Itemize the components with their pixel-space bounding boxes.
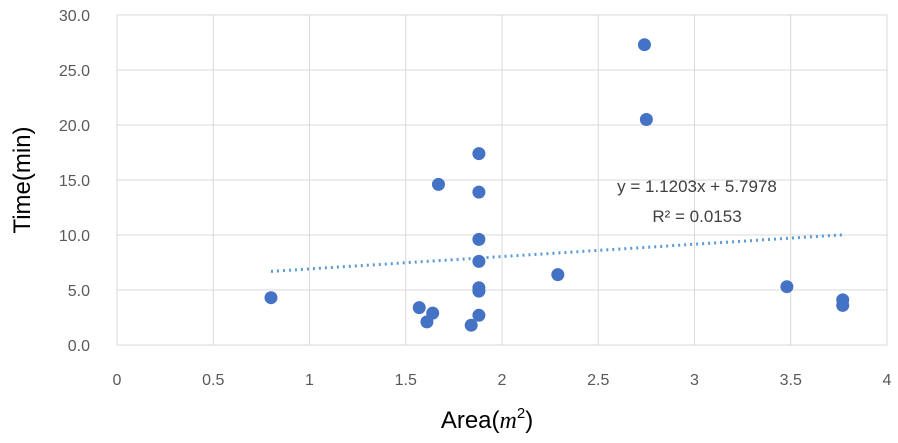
trendline-r-squared: R² = 0.0153 (652, 207, 741, 226)
y-tick-label: 10.0 (59, 228, 90, 245)
trendline (270, 233, 843, 273)
x-tick-label: 3.5 (780, 372, 802, 389)
y-tick-label: 25.0 (59, 63, 90, 80)
data-point (472, 147, 486, 161)
trendline-equation: y = 1.1203x + 5.7978 (617, 177, 777, 196)
y-tick-label: 20.0 (59, 118, 90, 135)
x-tick-label: 1 (305, 372, 314, 389)
data-point (551, 268, 565, 282)
data-point (472, 254, 486, 268)
x-axis-title-variable: m (500, 408, 517, 434)
y-tick-label: 0.0 (68, 338, 90, 355)
data-points (264, 38, 850, 332)
x-axis-title: Area(m2) (441, 405, 533, 434)
data-point (780, 280, 794, 294)
x-tick-label: 1.5 (395, 372, 417, 389)
x-axis-title-close: ) (525, 407, 533, 434)
x-axis-title-text: Area( (441, 407, 500, 434)
y-tick-labels: 0.0 5.0 10.0 15.0 20.0 25.0 30.0 (59, 8, 90, 355)
data-point (639, 113, 653, 126)
data-point (431, 177, 445, 191)
grid-lines (116, 14, 888, 346)
x-tick-label: 3 (690, 372, 699, 389)
x-axis-title-exponent: 2 (517, 405, 525, 422)
data-point (472, 232, 486, 246)
data-point (637, 38, 651, 52)
y-tick-label: 15.0 (59, 173, 90, 190)
data-point (264, 291, 278, 305)
data-point (472, 308, 486, 322)
data-point (426, 306, 440, 320)
data-point (412, 301, 426, 315)
data-point (472, 185, 486, 199)
data-point (836, 298, 850, 312)
x-tick-label: 2 (498, 372, 507, 389)
y-axis-title: Time(min) (9, 126, 36, 233)
data-point (472, 284, 486, 298)
x-tick-label: 4 (883, 372, 892, 389)
data-point (464, 318, 478, 332)
x-tick-label: 0 (113, 372, 122, 389)
x-tick-label: 2.5 (587, 372, 609, 389)
y-tick-label: 5.0 (68, 283, 90, 300)
y-tick-label: 30.0 (59, 8, 90, 25)
x-tick-label: 0.5 (202, 372, 224, 389)
x-tick-labels: 0 0.5 1 1.5 2 2.5 3 3.5 4 (113, 372, 892, 389)
